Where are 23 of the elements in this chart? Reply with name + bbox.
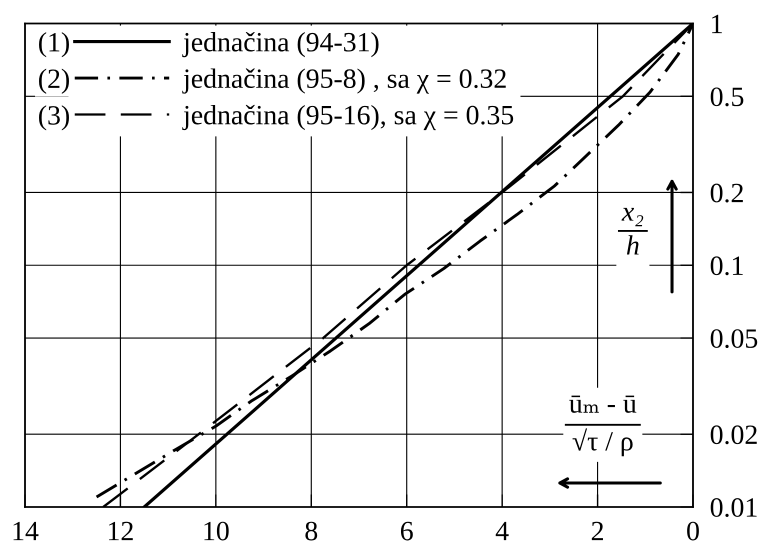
annotation: (2) [39, 68, 69, 94]
y-tick-label: 0.1 [710, 256, 743, 276]
x-axis-title: ūₘ - ū √τ / ρ [569, 396, 636, 456]
y-tick-label: 0.01 [710, 498, 757, 518]
y-tick-label: 0.02 [710, 425, 757, 444]
x-tick-label: 12 [108, 522, 133, 540]
legend-label: jednačina (94-31) [182, 32, 379, 58]
annotation: (1) [39, 32, 69, 58]
x-tick-label: 8 [305, 522, 318, 540]
x-tick-label: 2 [592, 522, 603, 540]
x-tick-label: 6 [400, 522, 413, 540]
annotation: (3) [39, 105, 69, 130]
legend-label: jednačina (95-16), sa χ = 0.35 [182, 104, 514, 130]
x-tick-label: 4 [496, 522, 509, 540]
y-tick-label: 0.05 [710, 329, 758, 348]
x-tick-label: 0 [687, 522, 699, 540]
y-axis-title: x₂ h [622, 208, 644, 255]
y-tick-label: 1 [712, 14, 722, 34]
legend-label: jednačina (95-8) , sa χ = 0.32 [182, 68, 506, 94]
y-tick-label: 0.5 [710, 87, 744, 106]
x-tick-label: 14 [14, 522, 38, 540]
x-tick-label: 10 [204, 522, 229, 540]
y-tick-label: 0.2 [710, 184, 743, 203]
